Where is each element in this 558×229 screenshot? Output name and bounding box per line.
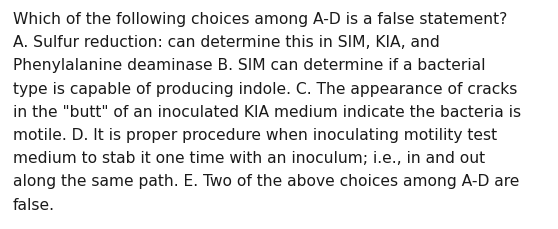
Text: Which of the following choices among A-D is a false statement?: Which of the following choices among A-D… (13, 12, 507, 27)
Text: medium to stab it one time with an inoculum; i.e., in and out: medium to stab it one time with an inocu… (13, 150, 485, 166)
Text: A. Sulfur reduction: can determine this in SIM, KIA, and: A. Sulfur reduction: can determine this … (13, 35, 440, 50)
Text: Phenylalanine deaminase B. SIM can determine if a bacterial: Phenylalanine deaminase B. SIM can deter… (13, 58, 485, 73)
Text: type is capable of producing indole. C. The appearance of cracks: type is capable of producing indole. C. … (13, 81, 517, 96)
Text: in the "butt" of an inoculated KIA medium indicate the bacteria is: in the "butt" of an inoculated KIA mediu… (13, 104, 521, 119)
Text: along the same path. E. Two of the above choices among A-D are: along the same path. E. Two of the above… (13, 174, 519, 188)
Text: false.: false. (13, 197, 55, 212)
Text: motile. D. It is proper procedure when inoculating motility test: motile. D. It is proper procedure when i… (13, 128, 497, 142)
